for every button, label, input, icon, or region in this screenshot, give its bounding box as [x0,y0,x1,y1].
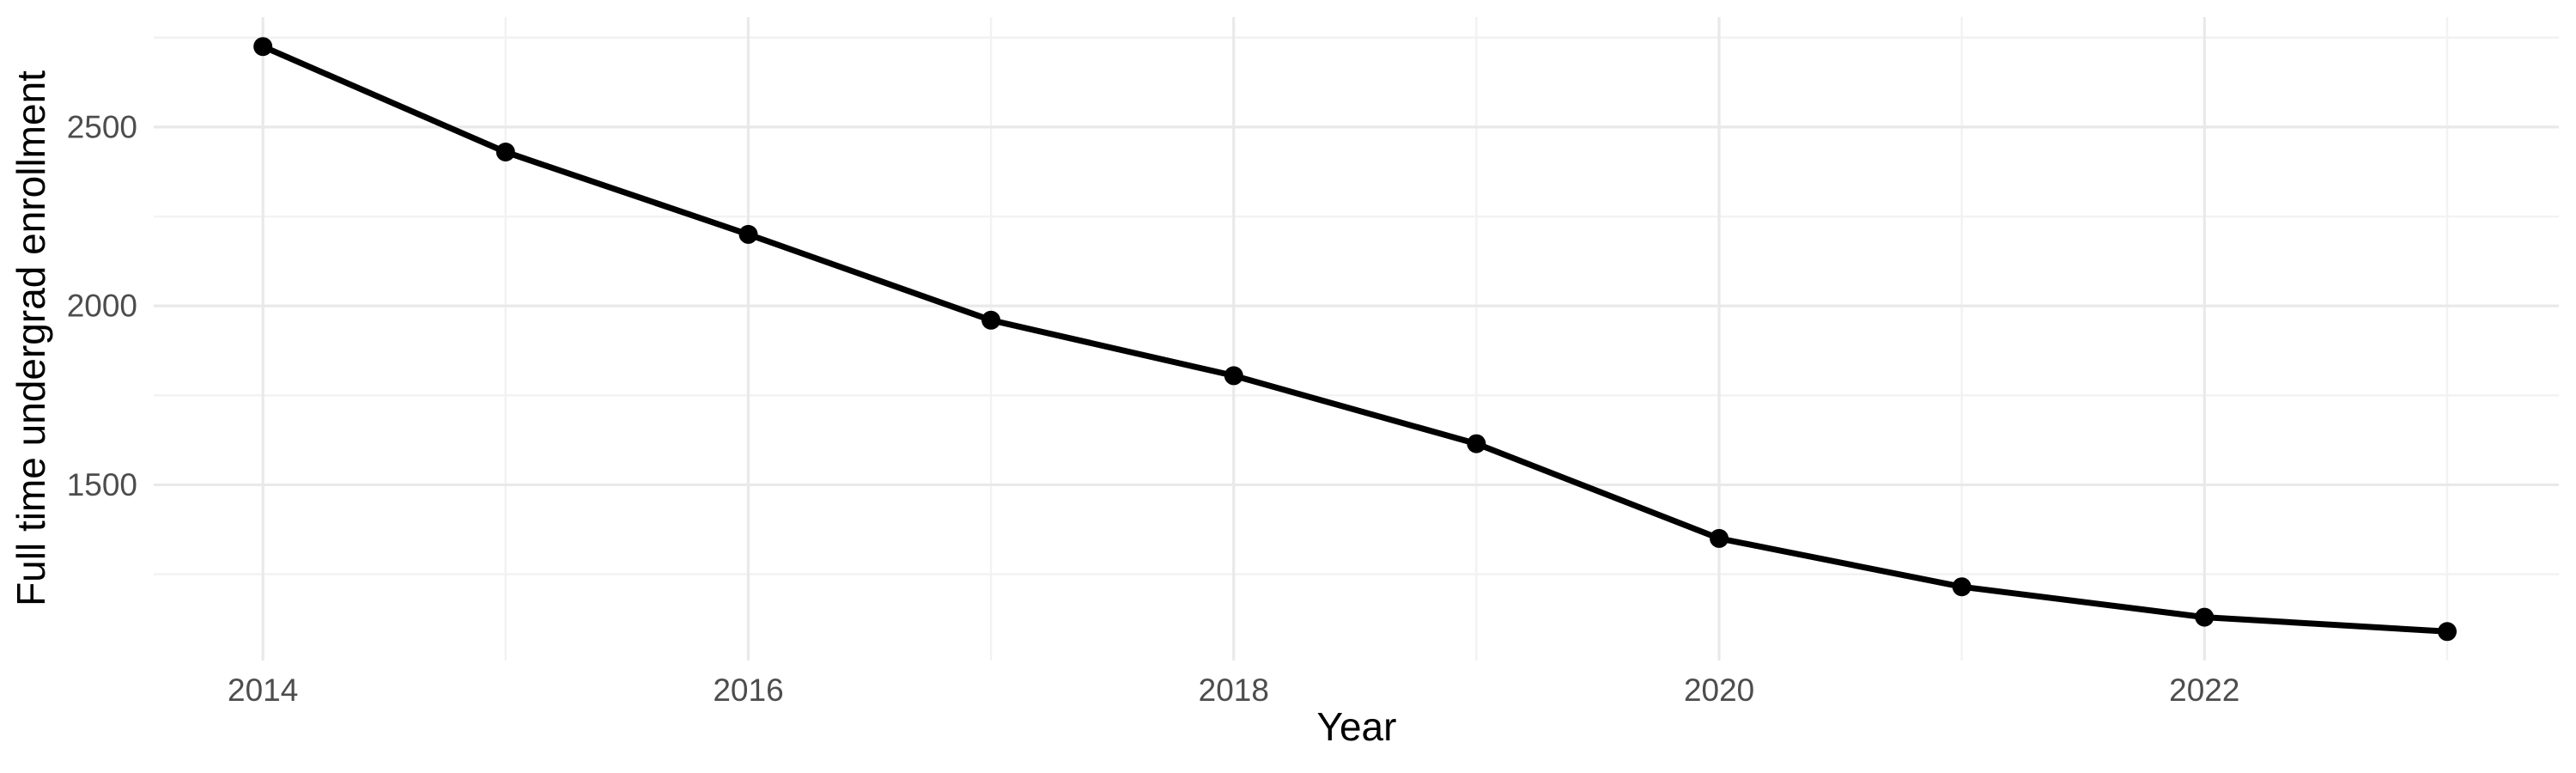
y-tick-label: 2000 [67,289,137,324]
y-axis-title: Full time undergrad enrollment [9,70,53,606]
y-tick-label: 1500 [67,467,137,502]
data-point [1710,528,1729,548]
series-line [261,43,2448,635]
x-tick-labels: 2014 2016 2018 2020 2022 [228,673,2239,708]
gridlines-major [154,17,2559,660]
y-tick-labels: 1500 2000 2500 [67,109,137,502]
data-point [253,37,273,57]
data-points [253,37,2457,642]
data-point [2438,622,2457,642]
x-tick-label: 2016 [713,673,783,708]
data-point [495,143,515,161]
data-point [1224,366,1243,386]
enrollment-line [261,43,2448,635]
data-point [738,224,758,244]
data-point [1952,577,1971,597]
gridlines-minor [154,17,2559,660]
y-tick-label: 2500 [67,109,137,144]
x-tick-label: 2022 [2169,673,2239,708]
data-point [1467,434,1486,453]
x-axis-title: Year [1317,704,1397,749]
data-point [2195,607,2215,627]
x-tick-label: 2018 [1199,673,1269,708]
x-tick-label: 2020 [1684,673,1754,708]
x-tick-label: 2014 [228,673,298,708]
data-point [981,310,1001,330]
